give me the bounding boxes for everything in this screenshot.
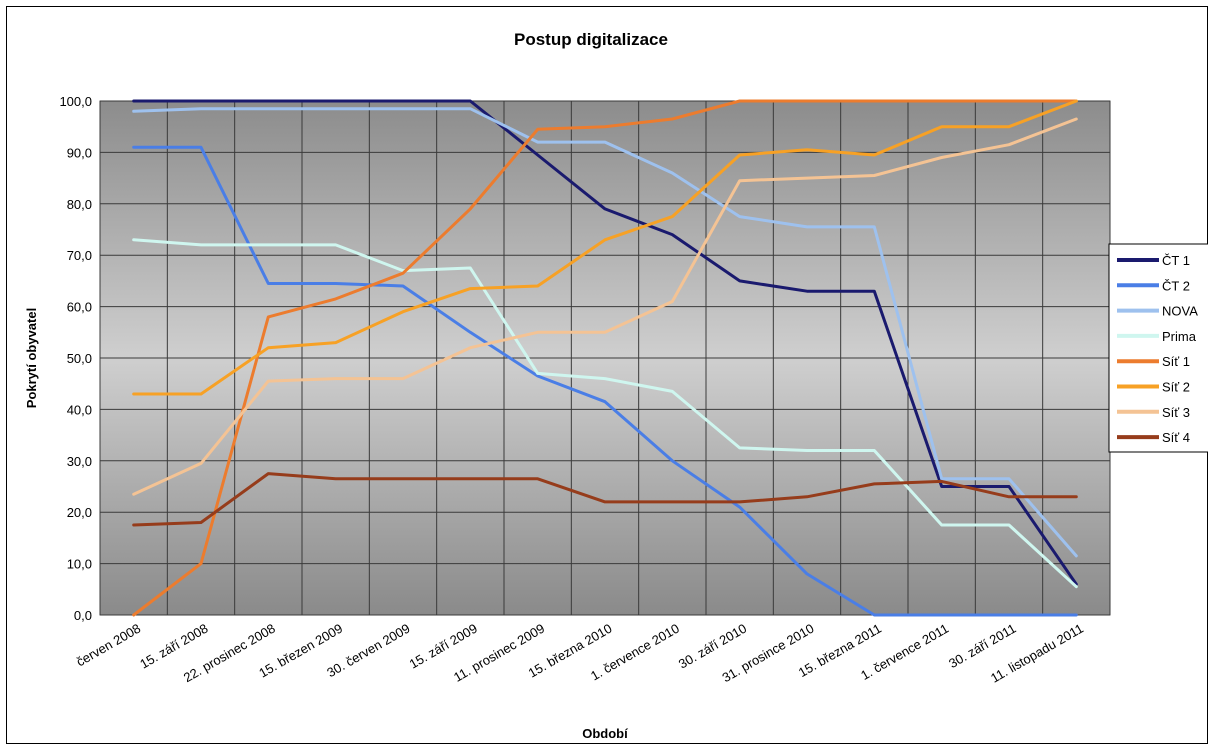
series-line-1 — [132, 99, 1078, 586]
y-tick-label: 60,0 — [67, 300, 92, 315]
x-tick-label: červen 2008 — [74, 621, 143, 670]
series-line-5 — [132, 99, 1078, 617]
y-tick-label: 70,0 — [67, 248, 92, 263]
legend-entry: Síť 2 — [1162, 380, 1190, 395]
y-tick-label: 90,0 — [67, 145, 92, 160]
legend-entry: Síť 3 — [1162, 405, 1190, 420]
series-line-8 — [132, 472, 1078, 527]
legend-box — [1108, 243, 1208, 453]
y-axis-ticks: 0,0 10,0 20,0 30,0 40,0 50,0 60,0 70,0 80,0 90,0 1… — [59, 94, 92, 623]
y-tick-label: 80,0 — [67, 197, 92, 212]
legend-entry: ČT 1 — [1162, 253, 1190, 268]
legend-entry: NOVA — [1162, 304, 1198, 319]
legend-entry: Síť 4 — [1162, 430, 1190, 445]
y-tick-label: 20,0 — [67, 505, 92, 520]
y-axis-label: Pokrytí obyvatel — [24, 308, 39, 408]
line-chart: Postup digitalizace 0,0 10,0 20,0 30,0 40,0 5… — [24, 30, 1208, 741]
y-tick-label: 10,0 — [67, 557, 92, 572]
series-lines — [132, 99, 1078, 617]
y-tick-label: 0,0 — [74, 608, 92, 623]
chart-frame: Postup digitalizace 0,0 10,0 20,0 30,0 40,0 5… — [6, 6, 1208, 744]
series-line-4 — [132, 238, 1078, 589]
y-tick-label: 30,0 — [67, 454, 92, 469]
chart-title: Postup digitalizace — [514, 30, 668, 49]
y-tick-label: 50,0 — [67, 351, 92, 366]
series-line-6 — [132, 99, 1078, 396]
legend-entry: Prima — [1162, 329, 1197, 344]
series-line-3 — [132, 107, 1078, 558]
legend-entry: Síť 1 — [1162, 354, 1190, 369]
y-tick-label: 40,0 — [67, 402, 92, 417]
series-line-2 — [132, 145, 1078, 617]
legend: ČT 1 ČT 2 NOVA Prima Síť 1 Síť 2 Síť 3 Síť 4 — [1108, 243, 1208, 453]
x-axis-label: Období — [582, 726, 628, 741]
y-tick-label: 100,0 — [59, 94, 92, 109]
series-line-7 — [132, 117, 1078, 496]
legend-entry: ČT 2 — [1162, 278, 1190, 293]
